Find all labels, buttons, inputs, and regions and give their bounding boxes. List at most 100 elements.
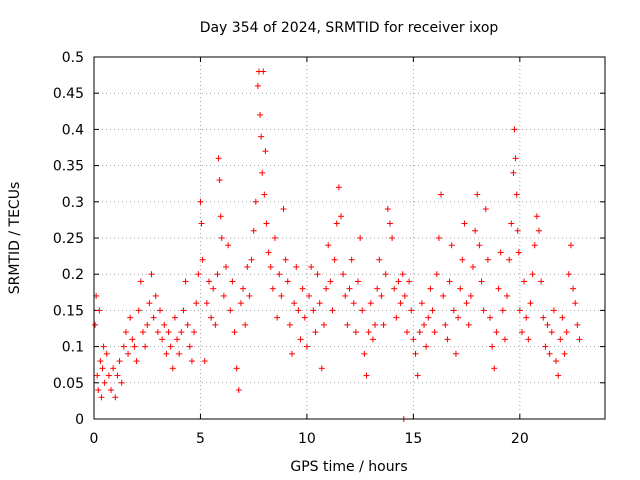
data-point bbox=[289, 350, 296, 357]
data-point bbox=[114, 372, 121, 379]
data-point bbox=[301, 314, 308, 321]
data-point bbox=[504, 292, 511, 299]
data-points bbox=[92, 68, 583, 422]
y-tick-label: 0.05 bbox=[53, 376, 84, 392]
data-point bbox=[198, 220, 205, 227]
data-point bbox=[408, 307, 415, 314]
data-point bbox=[540, 314, 547, 321]
data-point bbox=[286, 321, 293, 328]
data-point bbox=[218, 235, 225, 241]
data-point bbox=[506, 256, 513, 263]
y-axis-label: SRMTID / TECUs bbox=[7, 182, 23, 295]
data-point bbox=[274, 314, 281, 321]
data-point bbox=[258, 133, 265, 140]
data-point bbox=[467, 292, 474, 299]
data-point bbox=[244, 263, 251, 270]
x-tick-label: 10 bbox=[298, 431, 316, 447]
data-point bbox=[527, 300, 534, 307]
data-point bbox=[180, 307, 187, 314]
y-tick-label: 0 bbox=[75, 412, 84, 428]
data-point bbox=[105, 372, 112, 379]
data-point bbox=[125, 350, 132, 357]
data-point bbox=[433, 271, 440, 278]
data-point bbox=[94, 372, 101, 379]
plot-frame bbox=[93, 56, 606, 420]
data-point bbox=[280, 206, 287, 213]
data-point bbox=[384, 206, 391, 213]
data-point bbox=[348, 256, 355, 263]
data-point bbox=[489, 343, 496, 350]
data-point bbox=[171, 314, 178, 321]
data-point bbox=[448, 242, 455, 249]
data-point bbox=[144, 321, 151, 328]
data-point bbox=[116, 358, 123, 365]
data-point bbox=[535, 227, 542, 234]
data-point bbox=[340, 271, 347, 278]
data-point bbox=[237, 300, 244, 307]
chart-title: Day 354 of 2024, SRMTID for receiver ixo… bbox=[200, 20, 499, 36]
data-point bbox=[557, 336, 564, 343]
data-point bbox=[469, 263, 476, 270]
data-point bbox=[563, 329, 570, 336]
data-point bbox=[193, 300, 200, 307]
data-point bbox=[423, 343, 430, 350]
data-point bbox=[365, 329, 372, 336]
data-point bbox=[201, 358, 208, 365]
data-point bbox=[227, 307, 234, 314]
data-point bbox=[555, 372, 562, 379]
data-point bbox=[380, 321, 387, 328]
data-point bbox=[293, 263, 300, 270]
data-point bbox=[169, 365, 176, 372]
data-point bbox=[457, 285, 464, 292]
data-point bbox=[316, 300, 323, 307]
data-point bbox=[487, 314, 494, 321]
x-tick-label: 20 bbox=[511, 431, 529, 447]
data-point bbox=[529, 271, 536, 278]
data-point bbox=[510, 169, 517, 176]
data-point bbox=[306, 292, 313, 299]
data-point bbox=[214, 271, 221, 278]
data-point bbox=[267, 263, 274, 270]
data-point bbox=[344, 321, 351, 328]
data-point bbox=[220, 292, 227, 299]
data-point bbox=[262, 148, 269, 155]
data-point bbox=[501, 336, 508, 343]
data-point bbox=[174, 336, 181, 343]
data-point bbox=[212, 321, 219, 328]
data-point bbox=[250, 227, 257, 234]
data-point bbox=[215, 155, 222, 162]
data-point bbox=[282, 256, 289, 263]
data-point bbox=[314, 271, 321, 278]
data-point bbox=[550, 307, 557, 314]
data-point bbox=[216, 177, 223, 184]
data-point bbox=[363, 372, 370, 379]
data-point bbox=[278, 292, 285, 299]
data-point bbox=[184, 321, 191, 328]
data-point bbox=[157, 307, 164, 314]
data-point bbox=[225, 242, 232, 249]
data-point bbox=[515, 249, 522, 256]
data-point bbox=[350, 300, 357, 307]
y-tick-label: 0.5 bbox=[62, 50, 84, 66]
data-point bbox=[295, 307, 302, 314]
data-point bbox=[261, 191, 268, 198]
data-point bbox=[374, 285, 381, 292]
data-point bbox=[495, 285, 502, 292]
x-tick-label: 5 bbox=[196, 431, 205, 447]
data-point bbox=[98, 394, 105, 401]
data-point bbox=[357, 235, 364, 241]
data-point bbox=[118, 379, 125, 386]
data-point bbox=[159, 336, 166, 343]
axis-ticks: 0 0.05 0.1 0.15 0.2 0.25 0.3 0.35 0.4 0.45 0.5 0 5 10… bbox=[53, 50, 605, 447]
data-point bbox=[389, 235, 396, 241]
data-point bbox=[259, 169, 266, 176]
data-point bbox=[165, 329, 172, 336]
data-point bbox=[148, 271, 155, 278]
data-point bbox=[252, 198, 259, 205]
data-point bbox=[421, 321, 428, 328]
data-point bbox=[440, 292, 447, 299]
y-tick-label: 0.1 bbox=[62, 340, 84, 356]
data-point bbox=[367, 300, 374, 307]
data-point bbox=[297, 336, 304, 343]
data-point bbox=[465, 321, 472, 328]
